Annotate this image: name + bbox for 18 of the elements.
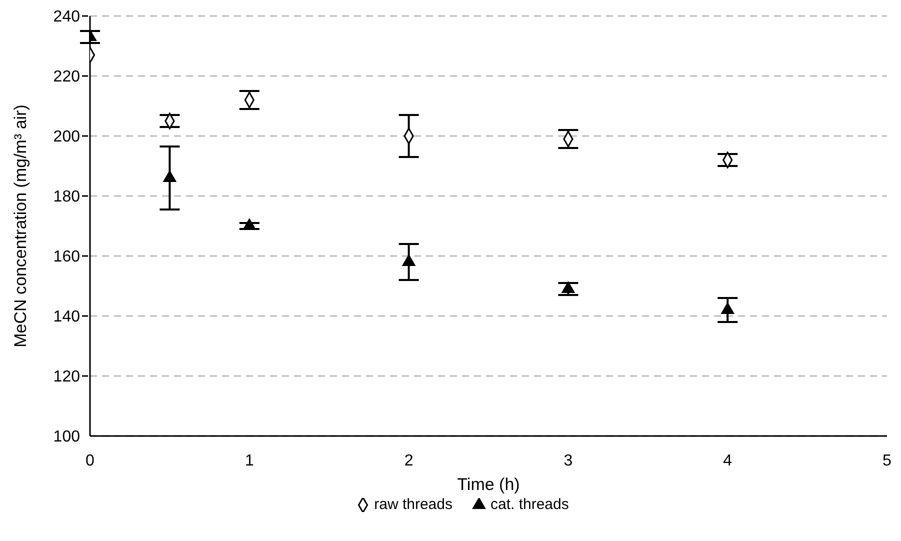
x-axis-title: Time (h) bbox=[457, 475, 520, 494]
y-tick-label: 140 bbox=[53, 308, 80, 326]
x-tick-label: 4 bbox=[723, 452, 732, 470]
y-tick-label: 160 bbox=[53, 248, 80, 266]
y-tick-label: 100 bbox=[53, 428, 80, 446]
y-tick-label: 200 bbox=[53, 128, 80, 146]
y-tick-label: 220 bbox=[53, 68, 80, 86]
legend-label: raw threads bbox=[374, 496, 452, 513]
y-tick-label: 180 bbox=[53, 188, 80, 206]
y-axis-title: MeCN concentration (mg/m³ air) bbox=[11, 104, 30, 348]
legend-label: cat. threads bbox=[490, 496, 569, 513]
x-tick-label: 5 bbox=[882, 452, 892, 470]
x-tick-label: 0 bbox=[86, 452, 95, 470]
x-tick-label: 1 bbox=[244, 452, 254, 470]
y-tick-label: 240 bbox=[53, 8, 80, 26]
x-tick-label: 3 bbox=[564, 452, 573, 470]
x-tick-label: 2 bbox=[404, 452, 414, 470]
y-tick-label: 120 bbox=[53, 368, 80, 386]
